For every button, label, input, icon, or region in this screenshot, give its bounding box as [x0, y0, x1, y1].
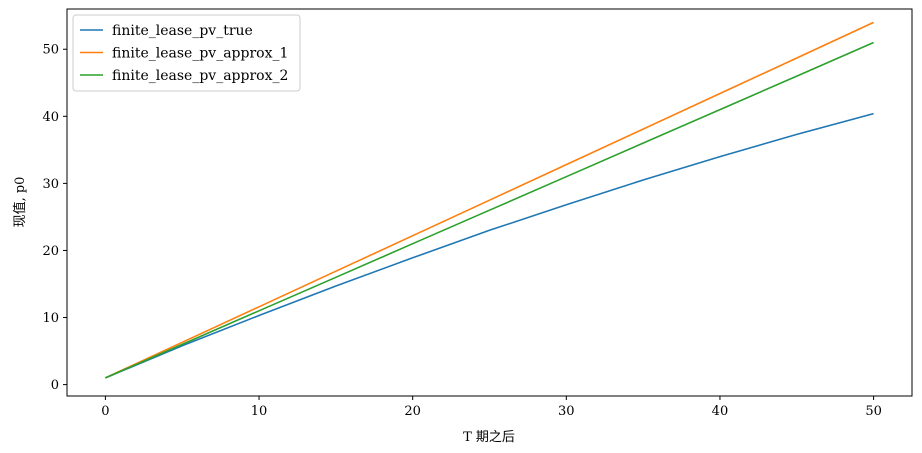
y-tick-label: 10	[42, 311, 59, 326]
legend-label-1: finite_lease_pv_true	[112, 23, 253, 39]
series-lines	[105, 21, 874, 379]
x-tick-label: 10	[251, 404, 268, 419]
legend-label-3: finite_lease_pv_approx_2	[112, 68, 288, 84]
y-tick-label: 0	[51, 378, 59, 393]
x-tick-label: 30	[558, 404, 575, 419]
x-axis: 0 10 20 30 40 50	[101, 396, 882, 419]
y-axis: 0 10 20 30 40 50	[42, 43, 67, 393]
x-tick-label: 50	[865, 404, 882, 419]
x-tick-label: 40	[712, 404, 729, 419]
x-tick-label: 0	[101, 404, 109, 419]
y-tick-label: 30	[42, 177, 59, 192]
legend-label-2: finite_lease_pv_approx_1	[112, 46, 288, 62]
series-line-2	[105, 21, 874, 379]
plot-frame	[66, 8, 913, 397]
legend: finite_lease_pv_true finite_lease_pv_appr…	[72, 14, 301, 92]
legend-box	[72, 14, 301, 92]
series-line-3	[105, 41, 874, 379]
x-tick-label: 20	[404, 404, 421, 419]
y-tick-label: 50	[42, 43, 59, 58]
x-axis-label: T 期之后	[463, 430, 515, 445]
series-line-1	[105, 112, 874, 379]
y-tick-label: 20	[42, 244, 59, 259]
y-axis-label: 现值, p0	[12, 177, 28, 228]
y-tick-label: 40	[42, 110, 59, 125]
